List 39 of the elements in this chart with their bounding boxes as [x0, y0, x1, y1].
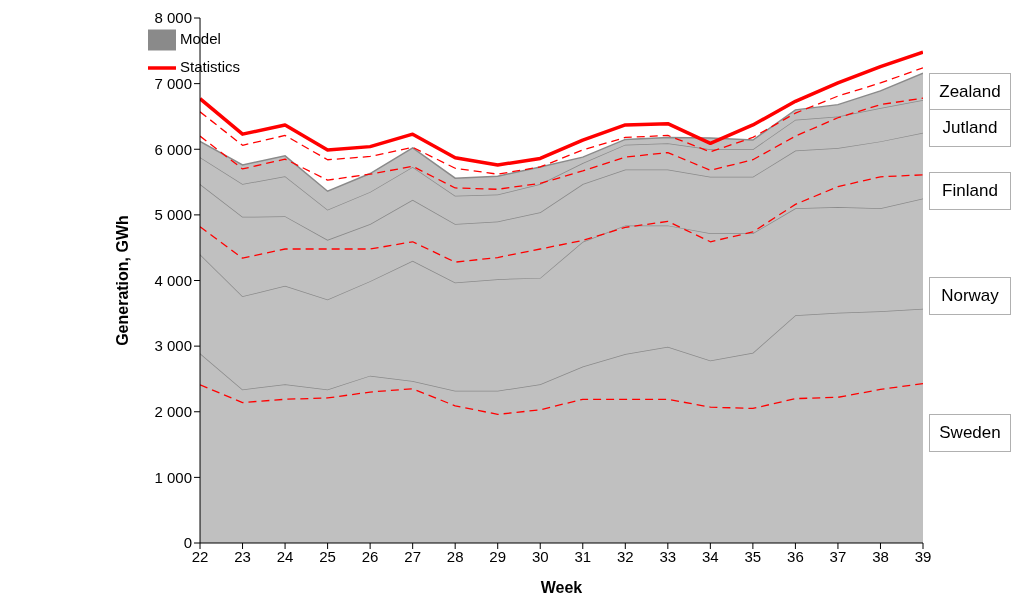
text: Norway	[929, 277, 1011, 316]
text: Sweden	[929, 413, 1011, 452]
legend-label: Statistics	[180, 57, 241, 75]
y-tick-label: 3 000	[154, 337, 193, 355]
x-tick-label: 34	[702, 547, 719, 565]
legend-label: Model	[180, 29, 221, 47]
x-tick-label: 24	[276, 547, 294, 565]
y-tick-label: 5 000	[154, 206, 193, 224]
x-axis-title: Week	[540, 579, 583, 596]
x-tick-label: 35	[744, 547, 762, 565]
y-tick-label: 2 000	[154, 403, 193, 421]
x-tick-label: 28	[446, 547, 464, 565]
y-tick-label: 6 000	[154, 140, 193, 158]
x-tick-label: 22	[191, 547, 209, 565]
y-tick-label: 8 000	[154, 9, 193, 27]
text: Zealand	[929, 72, 1011, 111]
x-tick-label: 32	[616, 547, 634, 565]
x-tick-label: 29	[489, 547, 507, 565]
text: Finland	[929, 172, 1011, 211]
x-tick-label: 30	[531, 547, 549, 565]
x-tick-label: 26	[361, 547, 379, 565]
y-tick-label: 1 000	[154, 468, 193, 486]
line-series	[200, 382, 923, 416]
x-tick-label: 38	[872, 547, 889, 565]
x-tick-label: 37	[829, 547, 847, 565]
x-tick-label: 27	[404, 547, 421, 565]
line-series	[200, 97, 923, 190]
x-tick-label: 39	[914, 547, 932, 565]
x-tick-label: 36	[787, 547, 804, 565]
y-tick-label: 0	[183, 534, 193, 552]
x-tick-label: 25	[319, 547, 336, 565]
text: Jutland	[929, 109, 1011, 148]
y-axis-title: Generation, GWh	[113, 215, 131, 346]
line-series	[200, 174, 923, 263]
y-tick-label: 7 000	[154, 74, 193, 92]
x-tick-label: 23	[234, 547, 251, 565]
y-tick-label: 4 000	[154, 271, 193, 289]
x-tick-label: 31	[574, 547, 592, 565]
x-tick-label: 33	[659, 547, 677, 565]
